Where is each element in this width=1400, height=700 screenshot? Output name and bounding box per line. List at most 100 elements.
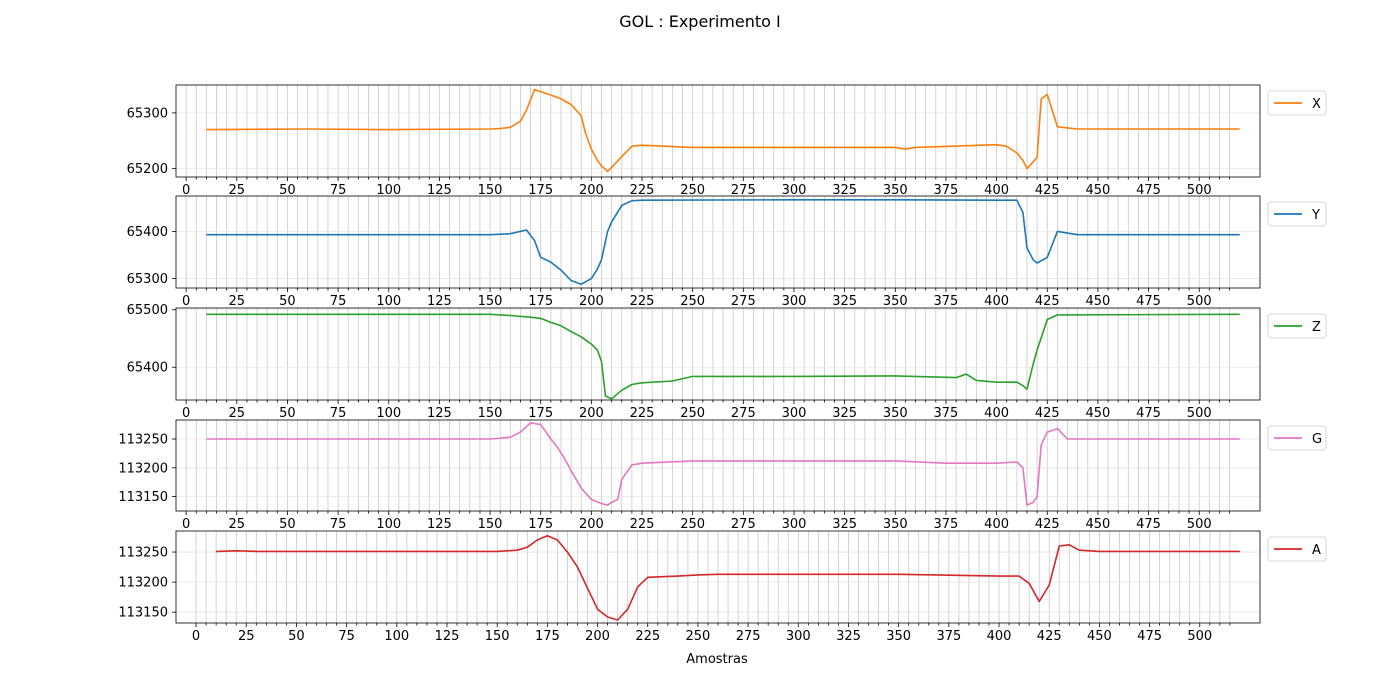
x-tick-label: 400 (984, 406, 1009, 421)
vertical-gridlines (185, 308, 1231, 400)
x-tick-label: 450 (1085, 183, 1110, 198)
x-tick-label: 150 (478, 294, 503, 309)
legend-label: A (1312, 543, 1321, 558)
x-tick-label: 25 (229, 294, 246, 309)
x-tick-label: 500 (1187, 294, 1212, 309)
axes-frame (175, 307, 1261, 401)
x-tick-label: 375 (934, 183, 959, 198)
x-tick-label: 50 (279, 183, 296, 198)
x-tick-label: 25 (229, 406, 246, 421)
series-line-g (206, 422, 1240, 507)
x-tick-label: 200 (579, 294, 604, 309)
x-tick-label: 275 (736, 629, 761, 644)
x-tick-label: 475 (1136, 294, 1161, 309)
x-tick-label: 75 (330, 406, 347, 421)
legend-label: Z (1312, 320, 1321, 335)
x-tick-label: 300 (782, 517, 807, 532)
axes-frame (175, 419, 1261, 512)
x-tick-label: 500 (1187, 183, 1212, 198)
x-tick-label: 125 (427, 406, 452, 421)
x-tick-label: 350 (883, 183, 908, 198)
x-tick-label: 400 (984, 517, 1009, 532)
x-tick-label: 450 (1085, 294, 1110, 309)
x-tick-label: 325 (832, 183, 857, 198)
x-tick-label: 225 (630, 294, 655, 309)
x-tick-label: 500 (1187, 629, 1212, 644)
x-tick-label: 200 (579, 406, 604, 421)
x-tick-label: 500 (1187, 406, 1212, 421)
x-tick-label: 275 (731, 406, 756, 421)
x-tick-label: 350 (883, 406, 908, 421)
x-tick-label: 100 (376, 294, 401, 309)
x-tick-label: 425 (1035, 183, 1060, 198)
x-tick-label: 50 (279, 406, 296, 421)
y-tick-label: 65400 (127, 361, 168, 376)
x-tick-label: 150 (478, 406, 503, 421)
series-line-z (206, 313, 1240, 400)
x-tick-label: 150 (485, 629, 510, 644)
vertical-gridlines (185, 85, 1231, 177)
x-tick-label: 0 (182, 183, 190, 198)
x-tick-label: 75 (330, 183, 347, 198)
subplot-a: 113150 113200 113250 0 25 50 75 100 125 150 175 200… (118, 530, 1327, 644)
legend-g: G (1267, 425, 1327, 451)
x-tick-label: 250 (686, 629, 711, 644)
x-tick-label: 250 (680, 294, 705, 309)
y-tick-label: 65500 (127, 303, 168, 318)
x-tick-label: 225 (635, 629, 660, 644)
x-tick-label: 150 (478, 517, 503, 532)
x-tick-label: 425 (1037, 629, 1062, 644)
x-tick-label: 200 (579, 183, 604, 198)
x-tick-label: 400 (987, 629, 1012, 644)
y-tick-label: 113250 (118, 433, 168, 448)
x-tick-label: 75 (330, 294, 347, 309)
x-tick-label: 250 (680, 517, 705, 532)
y-tick-label: 113150 (118, 490, 168, 505)
x-tick-label: 125 (427, 183, 452, 198)
subplot-x: 65200 65300 0 25 50 75 100 125 150 175 200 225 250 27… (127, 84, 1327, 198)
x-tick-label: 275 (731, 517, 756, 532)
x-tick-label: 50 (279, 294, 296, 309)
axes-frame (175, 195, 1261, 289)
x-tick-label: 0 (182, 517, 190, 532)
y-tick-label: 65200 (127, 162, 168, 177)
x-tick-label: 450 (1085, 406, 1110, 421)
x-tick-label: 0 (192, 629, 200, 644)
x-tick-label: 325 (832, 294, 857, 309)
x-tick-label: 375 (934, 517, 959, 532)
x-tick-label: 350 (883, 517, 908, 532)
x-tick-label: 400 (984, 294, 1009, 309)
x-tick-label: 425 (1035, 294, 1060, 309)
x-tick-label: 225 (630, 183, 655, 198)
legend-a: A (1267, 536, 1327, 562)
x-tick-label: 25 (229, 517, 246, 532)
legend-label: G (1312, 432, 1322, 447)
x-tick-label: 300 (782, 294, 807, 309)
x-tick-label: 0 (182, 294, 190, 309)
series-line-y (206, 199, 1240, 286)
legend-x: X (1267, 90, 1327, 116)
x-tick-label: 175 (528, 406, 553, 421)
figure-title: GOL : Experimento I (619, 12, 781, 31)
x-tick-label: 175 (528, 517, 553, 532)
x-tick-label: 250 (680, 183, 705, 198)
series-line-a (216, 534, 1240, 621)
x-tick-label: 125 (435, 629, 460, 644)
x-tick-label: 100 (376, 183, 401, 198)
x-tick-label: 125 (427, 517, 452, 532)
x-tick-label: 175 (535, 629, 560, 644)
legend-z: Z (1267, 313, 1327, 339)
x-tick-label: 425 (1035, 517, 1060, 532)
x-tick-label: 50 (288, 629, 305, 644)
x-tick-label: 150 (478, 183, 503, 198)
x-tick-label: 100 (384, 629, 409, 644)
x-tick-label: 25 (238, 629, 255, 644)
x-tick-label: 0 (182, 406, 190, 421)
y-tick-label: 65400 (127, 225, 168, 240)
x-tick-label: 300 (782, 183, 807, 198)
x-tick-label: 325 (832, 406, 857, 421)
x-tick-label: 450 (1085, 517, 1110, 532)
x-tick-label: 475 (1136, 406, 1161, 421)
